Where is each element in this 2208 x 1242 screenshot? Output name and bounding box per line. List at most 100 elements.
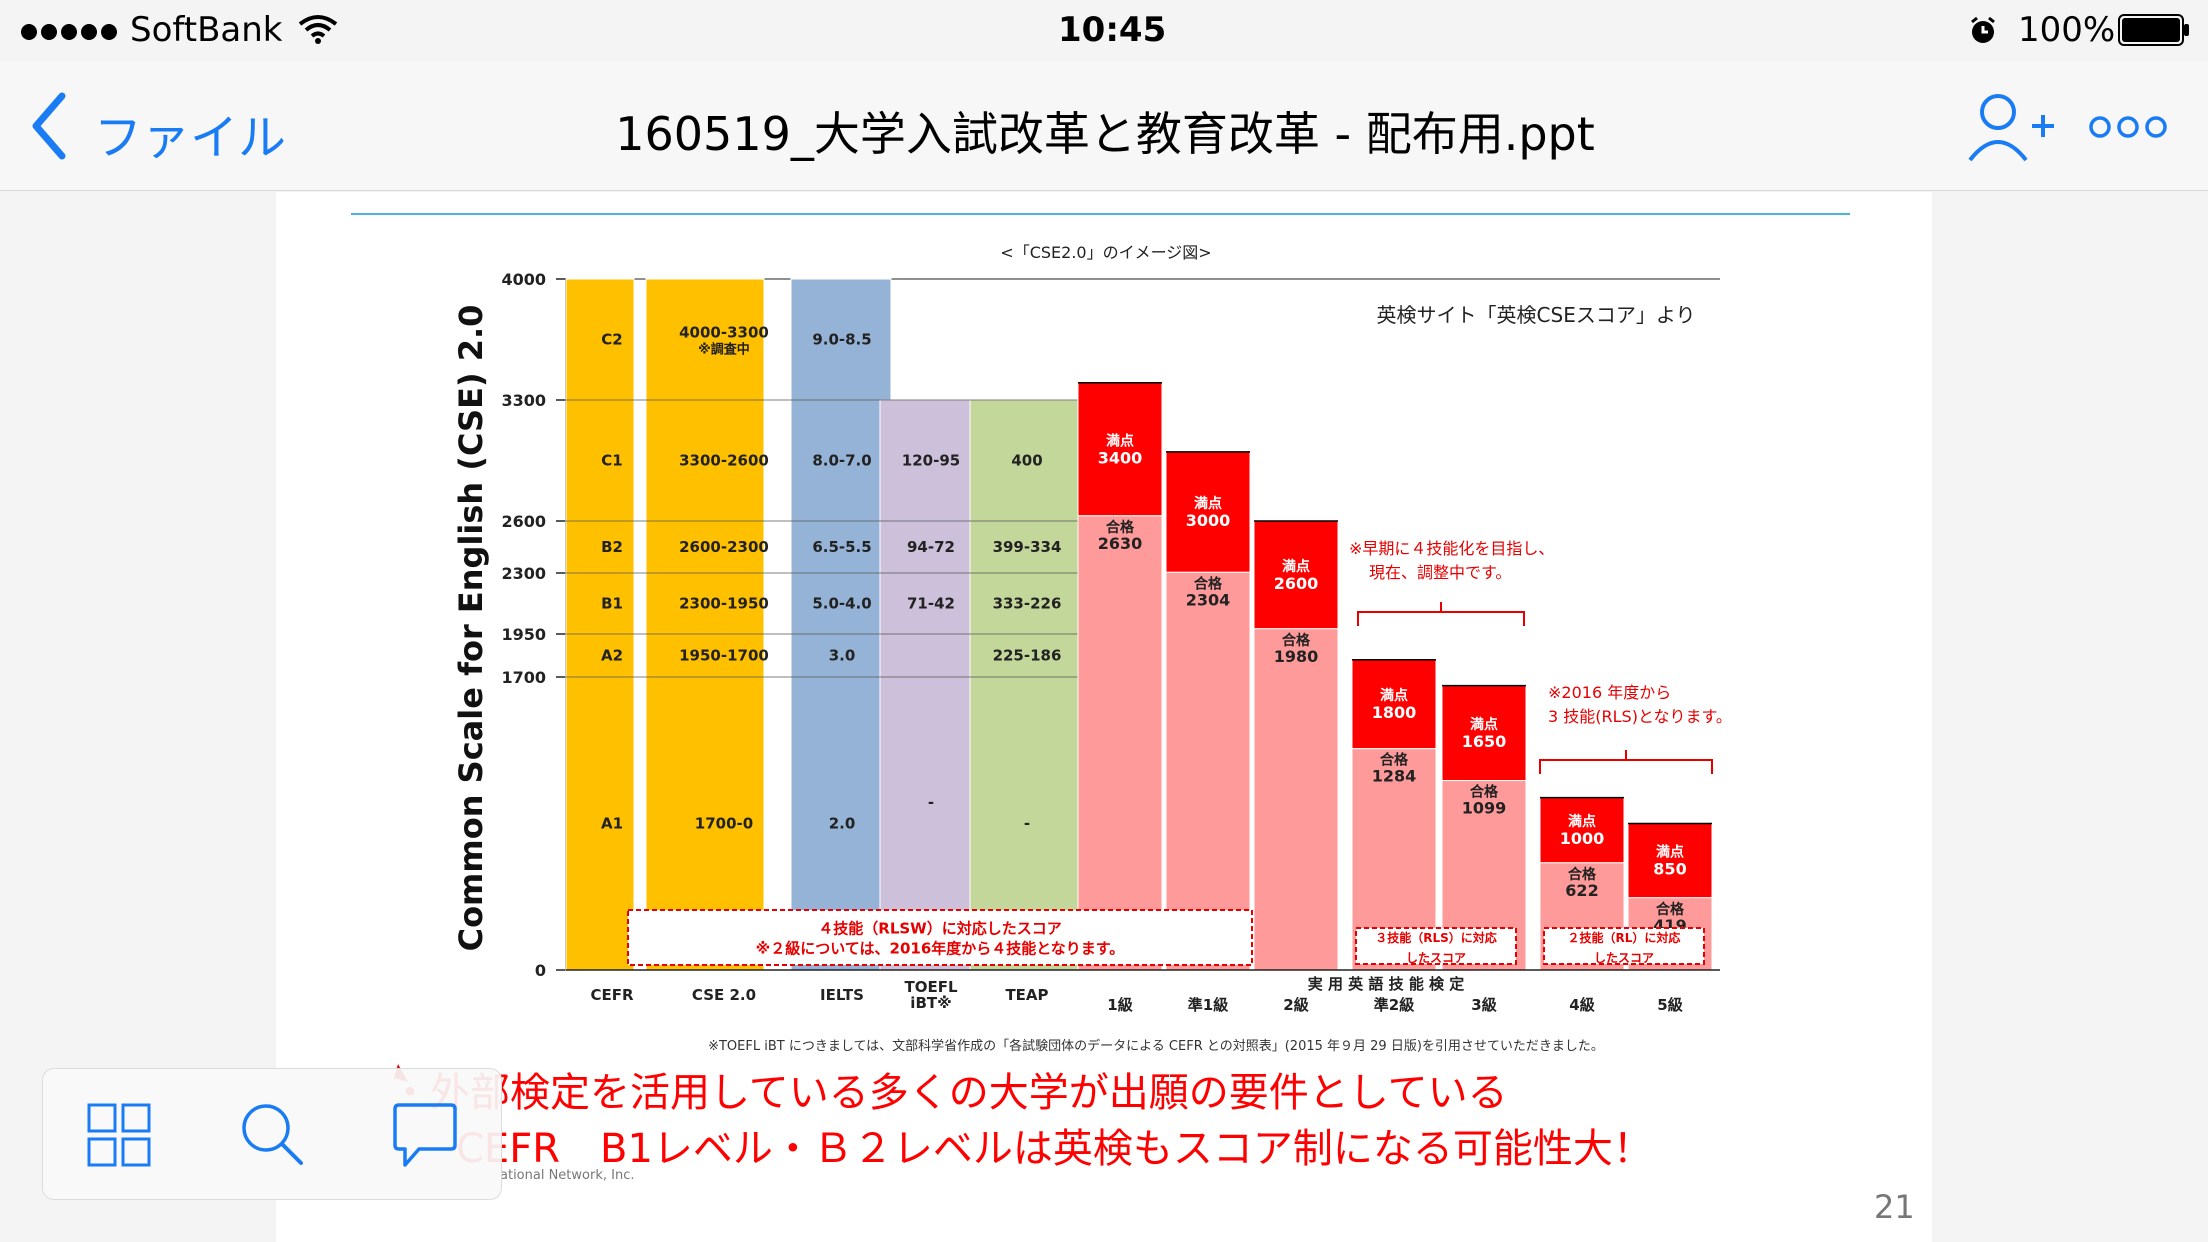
thumbnails-button[interactable] — [87, 1103, 151, 1167]
brace-early — [1357, 602, 1525, 626]
teap-label: 399-334 — [993, 538, 1062, 556]
note-2016: ※2016 年度から — [1548, 683, 1671, 702]
eiken-full-bar — [1441, 685, 1527, 782]
eiken-full-score: 1800 — [1372, 703, 1417, 722]
search-button[interactable] — [239, 1101, 305, 1167]
eiken-grade-label: 4級 — [1569, 996, 1594, 1014]
y-tick-label: 2600 — [501, 512, 546, 531]
ielts-label: 5.0-4.0 — [812, 595, 871, 613]
alarm-icon — [1968, 16, 1998, 50]
eiken-pass-score: 1980 — [1274, 647, 1319, 666]
cse-range-label: 4000-3300 — [679, 324, 769, 342]
toefl-footnote: ※TOEFL iBT につきましては、文部科学省作成の「各試験団体のデータによる… — [708, 1038, 1604, 1054]
cefr-level-label: A2 — [601, 647, 623, 665]
column-label: iBT※ — [910, 994, 951, 1012]
ielts-label: 8.0-7.0 — [812, 452, 871, 470]
teap-label: 225-186 — [993, 647, 1062, 665]
column-cefr — [565, 278, 635, 971]
column-label: TEAP — [1005, 986, 1048, 1004]
search-icon — [242, 1104, 303, 1165]
eiken-pass-bar — [1077, 515, 1163, 971]
box-rls-text: ３技能（RLS）に対応 — [1375, 930, 1497, 945]
eiken-full-score: 1650 — [1462, 732, 1507, 751]
teap-label: 333-226 — [993, 595, 1062, 613]
cse-range-label: 3300-2600 — [679, 452, 769, 470]
note-2016: 3 技能(RLS)となります。 — [1548, 707, 1732, 726]
y-tick-label: 0 — [535, 961, 546, 980]
cefr-level-label: A1 — [601, 815, 623, 833]
battery-label: 100% — [2018, 10, 2116, 50]
figure-caption: <「CSE2.0」のイメージ図> — [1000, 243, 1211, 262]
column-teap — [969, 399, 1081, 971]
back-button[interactable]: ファイル — [30, 92, 290, 166]
battery-icon — [2118, 14, 2190, 50]
eiken-full-bar — [1077, 382, 1163, 517]
eiken-pass-label: 合格 — [1282, 632, 1311, 649]
note-early: 現在、調整中です。 — [1369, 563, 1511, 582]
eiken-pass-label: 合格 — [1106, 519, 1135, 536]
eiken-pass-score: 2304 — [1186, 590, 1231, 609]
eiken-full-score: 850 — [1653, 860, 1686, 879]
y-axis-label: Common Scale for English (CSE) 2.0 — [452, 305, 490, 952]
cse-chart: <「CSE2.0」のイメージ図> 英検サイト「英検CSEスコア」より Common … — [351, 213, 1850, 1082]
y-tick-label: 1950 — [501, 625, 546, 644]
red-text-line-1: ・外部検定を活用している多くの大学が出願の要件としている — [390, 1070, 1508, 1116]
eiken-full-label: 満点 — [1282, 558, 1310, 575]
eiken-grade-label: 5級 — [1657, 996, 1682, 1014]
signal-dots-icon — [20, 22, 122, 46]
eiken-pass-label: 合格 — [1656, 901, 1685, 918]
status-bar: SoftBank 10:45 100% — [0, 0, 2208, 62]
box-rl-text: したスコア — [1594, 951, 1654, 965]
cefr-level-label: C1 — [601, 452, 622, 470]
eiken-pass-label: 合格 — [1568, 866, 1597, 883]
box-rls-text: したスコア — [1406, 951, 1466, 965]
comment-icon — [393, 1103, 457, 1167]
eiken-grade-label: 3級 — [1471, 996, 1496, 1014]
ielts-label: 3.0 — [829, 647, 856, 665]
bottom-toolbar — [42, 1068, 502, 1200]
cefr-level-label: B2 — [601, 538, 623, 556]
eiken-pass-score: 2630 — [1098, 534, 1143, 553]
eiken-pass-score: 1284 — [1372, 767, 1417, 786]
source-note: 英検サイト「英検CSEスコア」より — [1377, 303, 1696, 327]
eiken-pass-label: 合格 — [1470, 784, 1499, 801]
document-title: 160519_大学入試改革と教育改革 - 配布用.ppt — [615, 107, 1595, 161]
y-tick-label: 4000 — [501, 270, 546, 289]
teap-label: - — [1024, 815, 1030, 833]
eiken-full-label: 満点 — [1470, 716, 1498, 733]
ielts-label: 9.0-8.5 — [812, 331, 871, 349]
column-label: TOEFL — [904, 978, 957, 996]
brace-2016 — [1539, 750, 1713, 774]
ielts-label: 2.0 — [829, 815, 856, 833]
toefl-label: 94-72 — [907, 538, 955, 556]
eiken-full-label: 満点 — [1194, 495, 1222, 512]
eiken-full-bar — [1253, 520, 1339, 630]
wifi-icon — [298, 14, 338, 48]
grid-icon — [87, 1103, 151, 1167]
eiken-pass-bar — [1253, 628, 1339, 971]
eiken-grade-label: 1級 — [1107, 996, 1132, 1014]
box-rlsw-text: ※２級については、2016年度から４技能となります。 — [756, 940, 1125, 958]
column-cse20 — [645, 278, 765, 971]
box-rl-text: ２技能（RL）に対応 — [1568, 930, 1681, 945]
add-person-button[interactable] — [1966, 90, 2056, 166]
cefr-level-label: C2 — [601, 331, 622, 349]
column-label: CEFR — [590, 986, 634, 1004]
eiken-full-score: 2600 — [1274, 574, 1319, 593]
y-tick-label: 2300 — [501, 564, 546, 583]
chevron-left-icon — [32, 92, 66, 160]
comment-button[interactable] — [391, 1101, 459, 1171]
more-button[interactable] — [2088, 112, 2168, 142]
y-tick-label: 1700 — [501, 668, 546, 687]
eiken-grade-label: 準1級 — [1188, 996, 1228, 1014]
eiken-full-label: 満点 — [1656, 844, 1684, 861]
cse-range-label: 1950-1700 — [679, 647, 769, 665]
eiken-full-score: 3000 — [1186, 511, 1231, 530]
column-label: CSE 2.0 — [692, 986, 756, 1004]
eiken-pass-score: 1099 — [1462, 799, 1507, 818]
y-tick-label: 3300 — [501, 391, 546, 410]
eiken-pass-score: 622 — [1565, 881, 1598, 900]
back-label: ファイル — [94, 110, 287, 166]
cse-range-label: 2300-1950 — [679, 595, 769, 613]
copyright-text: ational Network, Inc. — [500, 1168, 635, 1183]
